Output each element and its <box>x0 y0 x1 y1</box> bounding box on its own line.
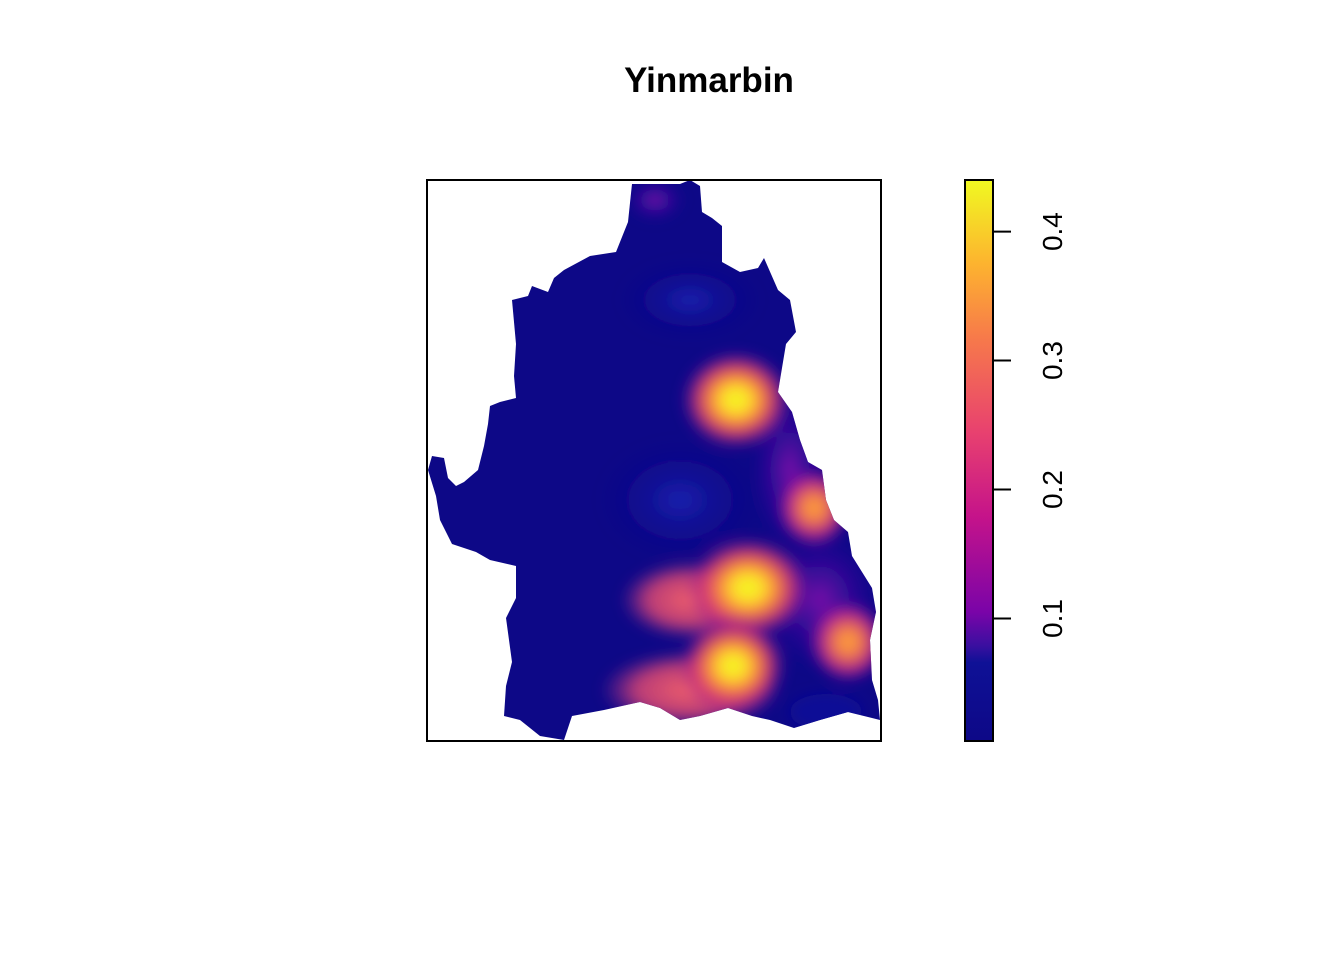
low-pocket-south-east <box>790 694 862 730</box>
colorbar-tick-label: 0.2 <box>1037 470 1068 509</box>
hotspot-south-centre <box>686 536 810 640</box>
low-density-ridge-north <box>620 260 760 340</box>
colorbar-ticks: 0.1 0.2 0.3 0.4 <box>993 212 1068 638</box>
hotspot-east <box>776 468 852 548</box>
hotspot-south-east <box>808 600 880 684</box>
colorbar-gradient <box>965 180 993 741</box>
hotspot-north-east <box>680 350 792 450</box>
hotspot-north-tip <box>625 180 685 222</box>
colorbar-tick-label: 0.1 <box>1037 599 1068 638</box>
density-surface <box>428 180 880 740</box>
chart-title: Yinmarbin <box>624 61 794 100</box>
plot-border <box>426 179 882 742</box>
colorbar-tick-label: 0.3 <box>1037 341 1068 380</box>
colorbar: 0.1 0.2 0.3 0.4 <box>964 179 1068 742</box>
colorbar-tick-label: 0.4 <box>1037 212 1068 251</box>
colorbar-border <box>964 179 994 742</box>
low-density-ridge-centre <box>600 440 760 560</box>
hotspot-south <box>679 616 787 716</box>
